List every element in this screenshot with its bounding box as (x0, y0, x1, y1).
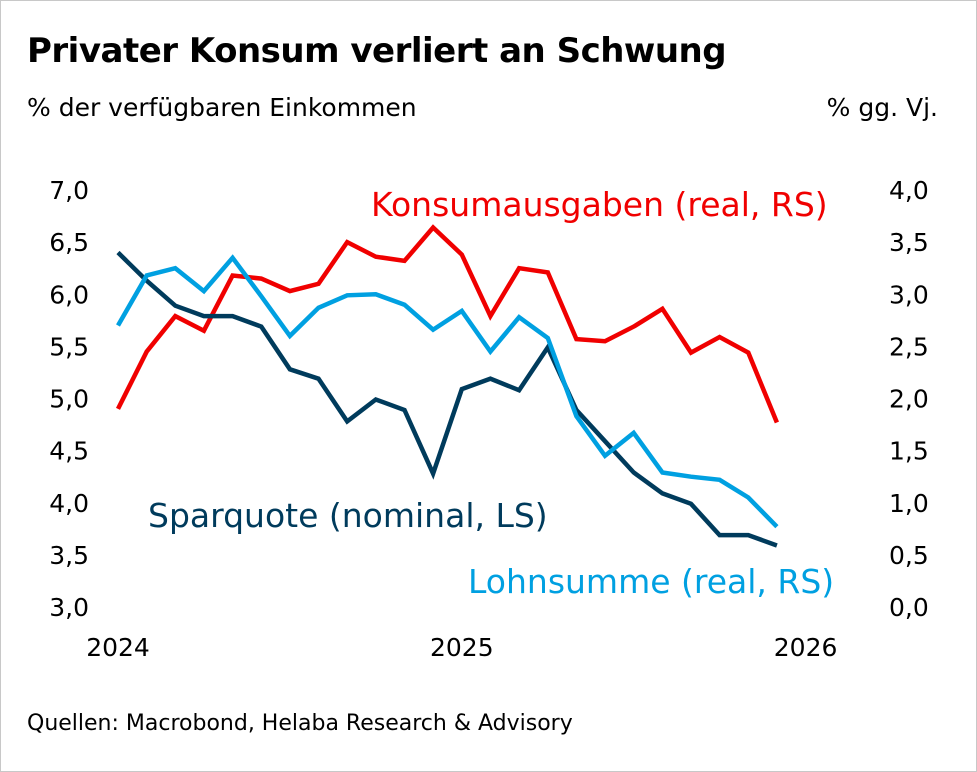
left-axis-tick: 4,0 (49, 489, 89, 518)
left-axis-tick: 7,0 (49, 176, 89, 205)
chart-title: Privater Konsum verliert an Schwung (27, 31, 727, 71)
right-axis-tick: 0,0 (889, 593, 929, 622)
source-note: Quellen: Macrobond, Helaba Research & Ad… (27, 711, 573, 736)
right-axis-tick: 4,0 (889, 176, 929, 205)
x-axis-tick: 2026 (774, 633, 838, 662)
series-label-lohnsumme: Lohnsumme (real, RS) (468, 562, 834, 601)
series-line-sparquote (116, 250, 778, 548)
right-axis-unit: % gg. Vj. (826, 93, 938, 122)
x-axis-tick: 2024 (86, 633, 150, 662)
right-axis-tick: 0,5 (889, 541, 929, 570)
right-axis-tick: 3,5 (889, 228, 929, 257)
left-axis-tick: 3,5 (49, 541, 89, 570)
series-line-konsumausgaben (115, 224, 779, 424)
right-axis-tick: 2,5 (889, 332, 929, 361)
series-line-lohnsumme (116, 254, 779, 529)
right-axis-tick: 3,0 (889, 280, 929, 309)
left-axis-tick: 3,0 (49, 593, 89, 622)
left-axis-unit: % der verfügbaren Einkommen (27, 93, 417, 122)
x-axis-tick: 2025 (430, 633, 494, 662)
right-axis-tick: 1,0 (889, 489, 929, 518)
right-axis-tick: 1,5 (889, 437, 929, 466)
left-axis-tick: 6,0 (49, 280, 89, 309)
left-axis-tick: 5,5 (49, 332, 89, 361)
left-axis-tick: 5,0 (49, 385, 89, 414)
left-axis-tick: 4,5 (49, 437, 89, 466)
series-label-konsumausgaben: Konsumausgaben (real, RS) (371, 185, 828, 224)
right-axis-tick: 2,0 (889, 385, 929, 414)
series-label-sparquote: Sparquote (nominal, LS) (148, 496, 548, 535)
left-axis-tick: 6,5 (49, 228, 89, 257)
